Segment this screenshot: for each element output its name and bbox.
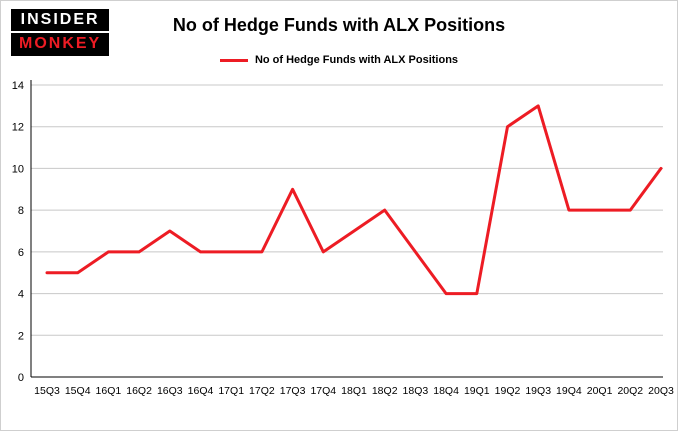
y-axis-tick-label: 10 — [12, 163, 24, 175]
x-axis-label: 16Q2 — [126, 385, 152, 397]
y-axis-tick-label: 6 — [18, 247, 24, 259]
y-axis-tick-label: 2 — [18, 330, 24, 342]
chart-title: No of Hedge Funds with ALX Positions — [172, 15, 506, 35]
legend: No of Hedge Funds with ALX Positions — [1, 54, 677, 66]
y-axis-tick-label: 8 — [18, 205, 24, 217]
x-axis-label: 17Q1 — [218, 385, 244, 397]
line-chart: 0 2 4 6 8 10 12 14 15Q3 15Q4 16Q1 16Q2 16Q3 16Q4 17Q1 1… — [12, 80, 674, 397]
x-axis-label: 19Q4 — [556, 385, 582, 397]
x-axis-label: 15Q3 — [34, 385, 60, 397]
insider-monkey-logo: INSIDER MONKEY — [11, 9, 110, 56]
x-axis-label: 20Q2 — [617, 385, 643, 397]
x-axis-label: 19Q1 — [464, 385, 490, 397]
x-axis-label: 15Q4 — [65, 385, 91, 397]
y-axis-tick-label: 14 — [12, 80, 24, 92]
y-axis-tick-label: 4 — [18, 289, 24, 301]
x-axis-label: 19Q3 — [525, 385, 551, 397]
x-axis-label: 16Q3 — [157, 385, 183, 397]
data-series-line — [45, 104, 663, 296]
x-axis-label: 16Q1 — [96, 385, 122, 397]
y-axis-tick-label: 0 — [18, 372, 24, 384]
x-axis-label: 19Q2 — [495, 385, 521, 397]
x-axis-label: 17Q2 — [249, 385, 275, 397]
x-axis-label: 18Q2 — [372, 385, 398, 397]
x-axis-label: 20Q1 — [587, 385, 613, 397]
x-axis-label: 18Q1 — [341, 385, 367, 397]
legend-label: No of Hedge Funds with ALX Positions — [254, 54, 459, 66]
y-axis-tick-label: 12 — [12, 122, 24, 134]
x-axis-label: 20Q3 — [648, 385, 674, 397]
x-axis-label: 17Q4 — [310, 385, 336, 397]
x-axis-label: 17Q3 — [280, 385, 306, 397]
legend-line-swatch — [219, 58, 248, 62]
logo-text-monkey: MONKEY — [11, 33, 110, 56]
x-axis-label: 18Q3 — [403, 385, 429, 397]
x-axis-label: 18Q4 — [433, 385, 459, 397]
x-axis-label: 16Q4 — [188, 385, 214, 397]
logo-text-insider: INSIDER — [11, 9, 110, 32]
